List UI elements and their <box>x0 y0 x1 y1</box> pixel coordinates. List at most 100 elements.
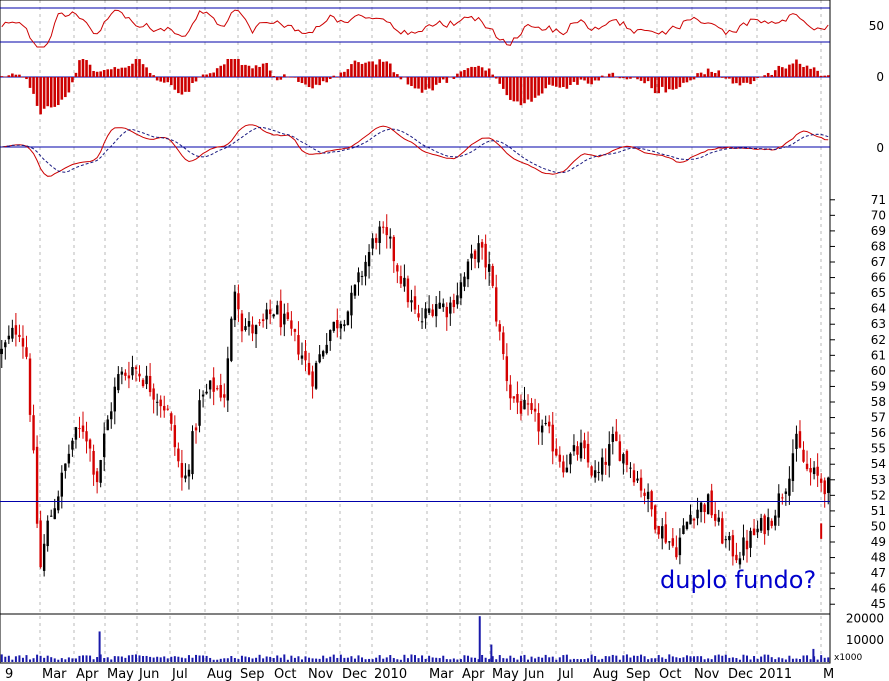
volume-bar <box>470 657 473 662</box>
price-candle <box>509 384 512 399</box>
volume-tick-label: 10000 <box>846 633 884 647</box>
price-candle <box>434 304 438 317</box>
volume-bar <box>159 657 162 662</box>
price-candle <box>198 400 201 426</box>
price-candle <box>604 461 607 465</box>
price-candle <box>99 460 102 483</box>
histogram-bar <box>544 77 547 89</box>
volume-bar <box>710 659 713 662</box>
price-candle <box>766 517 770 531</box>
histogram-bar <box>795 59 798 77</box>
volume-bar <box>604 656 607 662</box>
price-candle <box>505 356 509 382</box>
price-candle <box>442 303 445 308</box>
volume-panel <box>0 616 830 662</box>
price-candle <box>166 408 169 410</box>
price-candle <box>346 311 350 325</box>
histogram-bar <box>85 60 88 77</box>
histogram-bar <box>307 77 311 88</box>
histogram-bar <box>184 77 187 92</box>
volume-bar <box>731 657 734 662</box>
volume-bar <box>96 657 99 662</box>
price-candle <box>350 292 353 316</box>
price-candle <box>385 227 388 236</box>
volume-bar <box>283 654 286 662</box>
volume-bar <box>753 656 756 662</box>
volume-bar <box>781 658 784 662</box>
volume-bar <box>703 659 706 662</box>
volume-bar <box>332 654 335 662</box>
histogram-bar <box>724 77 728 79</box>
price-candle <box>590 466 593 476</box>
volume-bar <box>152 657 155 662</box>
price-candle <box>339 323 343 329</box>
volume-bar <box>32 658 35 662</box>
volume-bar <box>689 656 692 662</box>
histogram-bar <box>378 59 381 77</box>
histogram-bar <box>675 77 678 89</box>
price-candle <box>498 324 501 332</box>
volume-bar <box>555 659 558 662</box>
histogram-bar <box>477 65 480 77</box>
chart-frame <box>0 0 831 664</box>
volume-bar <box>576 659 579 662</box>
histogram-bar <box>540 77 544 94</box>
price-candle <box>124 372 127 376</box>
volume-bar <box>4 656 7 662</box>
price-candle <box>74 427 78 440</box>
price-candle <box>484 243 487 268</box>
volume-bar <box>519 655 522 662</box>
histogram-bar <box>11 73 14 77</box>
price-candle <box>0 348 3 355</box>
histogram-bar <box>667 77 671 90</box>
price-candle <box>611 434 614 442</box>
histogram-bar <box>498 77 502 84</box>
price-tick-label: 53 <box>871 473 886 487</box>
volume-bar <box>216 659 219 662</box>
histogram-bar <box>385 61 389 77</box>
histogram-bar <box>494 77 498 79</box>
price-candle <box>64 463 67 471</box>
price-candle <box>540 425 544 433</box>
volume-bar <box>459 659 462 662</box>
volume-bar <box>481 654 484 662</box>
volume-bar <box>248 657 250 662</box>
histogram-bar <box>304 77 307 85</box>
volume-bar <box>82 655 84 662</box>
price-candle <box>678 537 682 556</box>
volume-bar <box>774 659 777 662</box>
price-candle <box>823 480 826 495</box>
price-candle <box>268 309 272 315</box>
histogram-bar <box>350 64 353 77</box>
histogram-bar <box>187 77 191 92</box>
histogram-bar <box>64 77 67 98</box>
volume-bar <box>375 657 378 662</box>
volume-tick-label: 20000 <box>846 611 884 625</box>
histogram-bar <box>67 77 71 93</box>
volume-bar <box>675 657 678 662</box>
price-candle <box>650 491 653 510</box>
month-tick-label: Dec <box>342 667 367 681</box>
histogram-bar <box>332 75 336 77</box>
price-candle <box>399 276 403 284</box>
price-candle <box>576 446 579 455</box>
histogram-bar <box>784 68 788 77</box>
histogram-bar <box>71 77 74 83</box>
histogram-bar <box>148 72 152 77</box>
volume-bar <box>816 659 819 662</box>
histogram-bar <box>251 68 254 77</box>
price-candle <box>279 300 282 328</box>
oscillator-line <box>1 9 829 48</box>
volume-bar <box>636 655 639 662</box>
histogram-bar <box>816 70 819 77</box>
histogram-bar <box>222 64 226 77</box>
price-candle <box>526 403 530 405</box>
volume-bar <box>0 654 3 662</box>
price-candle <box>138 373 141 377</box>
price-candle <box>180 463 184 478</box>
price-candle <box>459 282 463 299</box>
volume-bar <box>505 658 508 662</box>
price-candle <box>470 253 473 259</box>
histogram-bar <box>247 65 251 77</box>
price-candle <box>177 448 180 462</box>
